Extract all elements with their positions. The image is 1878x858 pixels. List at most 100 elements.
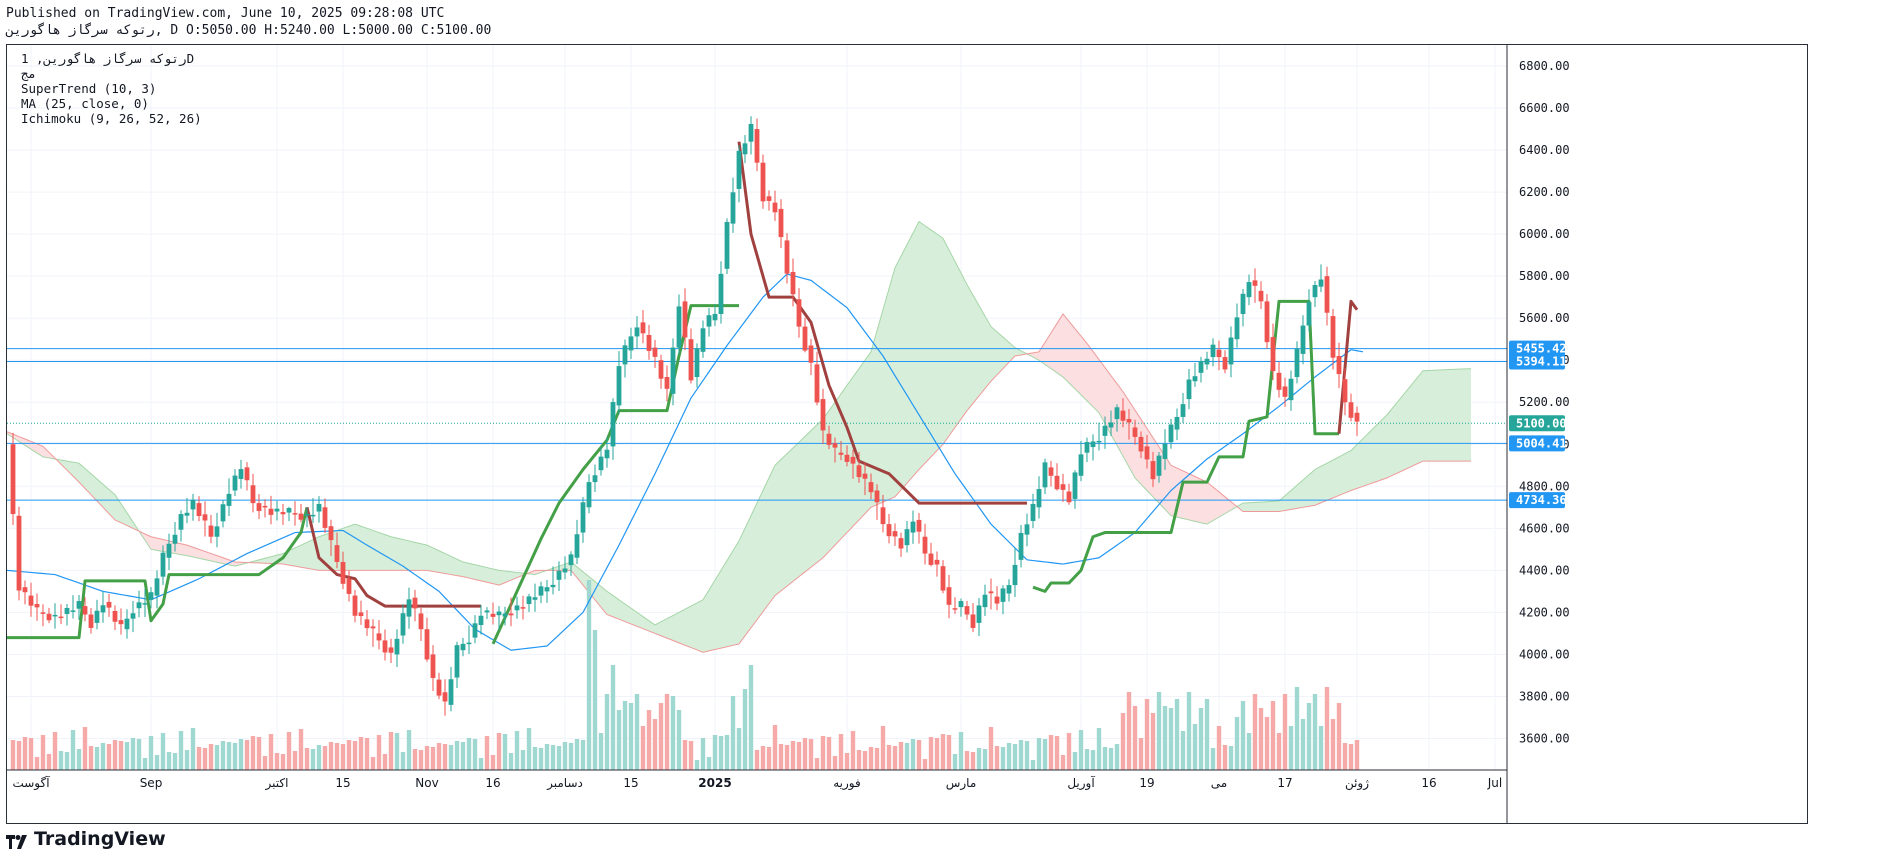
candle-body bbox=[286, 508, 292, 513]
legend-supertrend[interactable]: SuperTrend (10, 3) bbox=[21, 81, 157, 96]
legend-ma[interactable]: MA (25, close, 0) bbox=[21, 96, 149, 111]
time-tick-label: اکتبر bbox=[265, 776, 289, 791]
volume-bar bbox=[448, 745, 454, 770]
candle-body bbox=[1192, 376, 1198, 382]
volume-bar bbox=[922, 759, 928, 770]
candle-body bbox=[64, 607, 70, 614]
cloud-segment bbox=[685, 606, 691, 648]
candle-body bbox=[724, 221, 730, 269]
chart-pane[interactable]: 3600.00 3800.00 4000.00 4200.00 4400.00 4600.… bbox=[6, 44, 1808, 824]
time-tick-label: آگوست bbox=[12, 775, 50, 791]
cloud-segment bbox=[487, 567, 493, 584]
volume-bar bbox=[1072, 752, 1078, 770]
candle-body bbox=[544, 587, 550, 592]
volume-bar bbox=[1048, 735, 1054, 770]
cloud-segment bbox=[1369, 426, 1375, 485]
tradingview-wordmark: TradingView bbox=[34, 828, 166, 850]
candle-body bbox=[1180, 404, 1186, 417]
cloud-segment bbox=[193, 547, 199, 559]
volume-bar bbox=[370, 757, 376, 770]
price-tick-label: 5200.00 bbox=[1519, 395, 1570, 409]
volume-bar bbox=[1264, 717, 1270, 770]
volume-bar bbox=[442, 744, 448, 770]
candle-body bbox=[454, 645, 460, 678]
candle-body bbox=[1330, 316, 1336, 358]
price-tick-label: 6600.00 bbox=[1519, 101, 1570, 115]
volume-bar bbox=[562, 742, 568, 770]
candle-body bbox=[1222, 357, 1228, 370]
cloud-segment bbox=[817, 419, 823, 563]
candle-body bbox=[1096, 440, 1102, 443]
cloud-segment bbox=[841, 385, 847, 539]
cloud-segment bbox=[211, 553, 217, 563]
volume-bar bbox=[1132, 706, 1138, 770]
price-chart[interactable]: 3600.00 3800.00 4000.00 4200.00 4400.00 4600.… bbox=[7, 45, 1807, 823]
cloud-segment bbox=[1429, 370, 1435, 462]
tradingview-icon bbox=[6, 832, 28, 849]
candle-body bbox=[1276, 372, 1282, 390]
cloud-segment bbox=[1057, 313, 1063, 378]
candle-body bbox=[928, 553, 934, 565]
cloud-segment bbox=[205, 551, 211, 561]
cloud-segment bbox=[1243, 502, 1249, 512]
volume-bar bbox=[520, 750, 526, 770]
tradingview-logo[interactable]: TradingView bbox=[6, 828, 166, 850]
candle-body bbox=[580, 502, 586, 533]
volume-bar bbox=[1252, 694, 1258, 770]
cloud-segment bbox=[1291, 485, 1297, 510]
volume-bar bbox=[1096, 728, 1102, 770]
cloud-segment bbox=[769, 465, 775, 604]
cloud-segment bbox=[397, 538, 403, 571]
volume-bar bbox=[130, 738, 136, 770]
candle-body bbox=[424, 629, 430, 660]
volume-bar bbox=[364, 738, 370, 770]
volume-bar bbox=[358, 737, 364, 770]
candle-body bbox=[838, 452, 844, 455]
candle-body bbox=[550, 584, 556, 588]
candle-body bbox=[1216, 349, 1222, 358]
volume-bar bbox=[946, 735, 952, 770]
volume-bar bbox=[1156, 692, 1162, 770]
cloud-segment bbox=[1033, 351, 1039, 361]
candle-body bbox=[1300, 325, 1306, 354]
volume-bar bbox=[100, 743, 106, 770]
volume-bar bbox=[820, 736, 826, 770]
volume-bar bbox=[526, 728, 532, 770]
candle-body bbox=[70, 610, 76, 612]
candle-body bbox=[934, 559, 940, 565]
candle-body bbox=[526, 596, 532, 604]
candle-body bbox=[430, 654, 436, 678]
volume-bar bbox=[208, 744, 214, 770]
ohlc-header: رتوکه سرگاز هاگورين, D O:5050.00 H:5240.… bbox=[6, 23, 492, 38]
volume-bar bbox=[28, 738, 34, 770]
volume-bar bbox=[1138, 738, 1144, 770]
candle-body bbox=[688, 339, 694, 381]
volume-bar bbox=[508, 753, 514, 770]
volume-bar bbox=[58, 751, 64, 770]
volume-bar bbox=[610, 665, 616, 770]
legend-ichimoku[interactable]: Ichimoku (9, 26, 52, 26) bbox=[21, 111, 202, 126]
candle-body bbox=[388, 647, 394, 653]
cloud-segment bbox=[1357, 438, 1363, 489]
senkou-span-b bbox=[7, 313, 1471, 653]
volume-bar bbox=[1108, 748, 1114, 770]
candle-body bbox=[1018, 532, 1024, 560]
volume-bar bbox=[586, 580, 592, 770]
volume-bar bbox=[178, 731, 184, 770]
volume-bar bbox=[250, 736, 256, 770]
volume-bar bbox=[1174, 699, 1180, 770]
volume-bar bbox=[214, 745, 220, 770]
volume-bar bbox=[736, 728, 742, 770]
cloud-segment bbox=[1087, 343, 1093, 407]
price-tick-label: 6200.00 bbox=[1519, 185, 1570, 199]
candle-body bbox=[706, 315, 712, 327]
cloud-segment bbox=[877, 309, 883, 505]
volume-bar bbox=[106, 744, 112, 770]
cloud-segment bbox=[229, 559, 235, 567]
cloud-segment bbox=[1129, 400, 1135, 478]
candle-body bbox=[520, 607, 526, 609]
volume-bar bbox=[118, 741, 124, 770]
candle-body bbox=[1306, 302, 1312, 326]
candle-body bbox=[100, 605, 106, 613]
candle-body bbox=[970, 614, 976, 628]
